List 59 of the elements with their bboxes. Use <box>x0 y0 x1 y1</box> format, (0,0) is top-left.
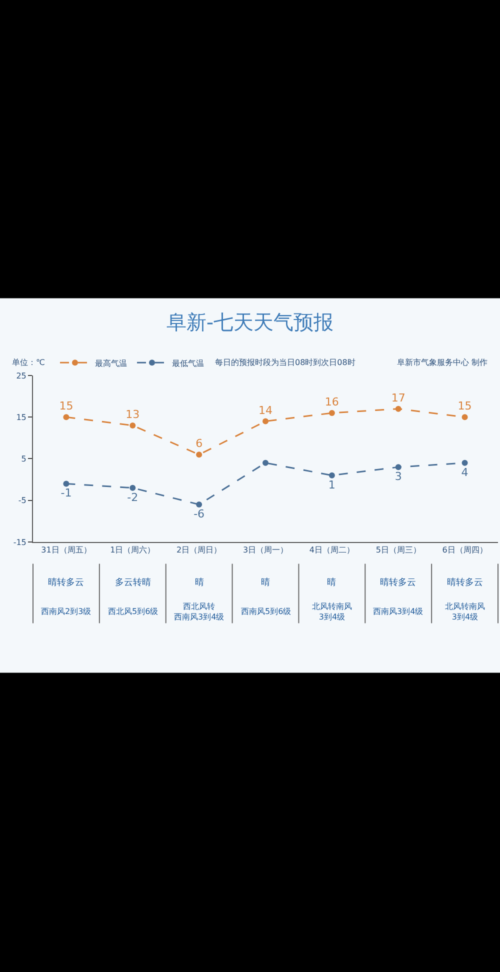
x-tick-label: 1日（周六） <box>110 546 156 555</box>
data-label: 4 <box>461 466 468 479</box>
data-label: 13 <box>126 408 140 421</box>
point <box>328 410 335 416</box>
text: 晴 <box>327 577 336 588</box>
text: 西北风转西南风3到4级 <box>174 602 224 622</box>
data-label: 15 <box>59 400 74 413</box>
point <box>328 472 335 478</box>
point <box>395 464 402 470</box>
legend-label: 最高气温 <box>95 358 127 368</box>
y-tick-label: 25 <box>16 371 26 380</box>
text: 阜新市气象服务中心 制作 <box>397 358 488 367</box>
text: 多云转晴 <box>115 577 151 588</box>
point <box>262 460 268 466</box>
point <box>130 422 136 428</box>
point <box>262 418 268 424</box>
point <box>63 414 70 420</box>
data-label: 1 <box>328 478 336 492</box>
y-tick-label: 15 <box>16 412 26 422</box>
data-label: 14 <box>258 404 272 417</box>
data-label: 15 <box>458 400 472 413</box>
x-tick-label: 3日（周一） <box>242 546 288 555</box>
text: 晴 <box>195 577 204 588</box>
legend-label: 最低气温 <box>172 358 204 368</box>
data-label: -2 <box>127 490 138 504</box>
data-label: 16 <box>324 395 339 408</box>
text: 北风转南风3到4级 <box>445 602 485 622</box>
text: 北风转南风3到4级 <box>312 602 352 622</box>
text: 西南风3到4级 <box>373 607 424 616</box>
point <box>395 406 402 412</box>
x-tick-label: 4日（周二） <box>309 546 354 555</box>
point <box>196 502 202 508</box>
text: 晴转多云 <box>380 577 416 588</box>
text: 西南风2到3级 <box>41 607 92 616</box>
text: 晴 <box>261 577 270 588</box>
y-tick-label: 5 <box>21 454 26 464</box>
x-tick-label: 31日（周五） <box>41 546 92 555</box>
text: 西北风5到6级 <box>108 607 158 616</box>
data-label: -1 <box>60 486 72 500</box>
data-label: 3 <box>394 470 402 484</box>
text: 晴转多云 <box>447 577 483 588</box>
y-tick-label: -15 <box>13 538 26 547</box>
x-tick-label: 2日（周日） <box>176 546 222 555</box>
text: 每日的预报时段为当日08时到次日08时 <box>215 358 356 367</box>
point <box>196 452 202 458</box>
chart-title: 阜新-七天天气预报 <box>166 310 334 334</box>
text: 晴转多云 <box>48 577 84 588</box>
y-tick-label: -5 <box>18 496 26 506</box>
point <box>462 414 468 420</box>
point <box>130 484 136 491</box>
point <box>63 480 70 487</box>
x-tick-label: 6日（周四） <box>442 546 488 555</box>
x-tick-label: 5日（周三） <box>376 546 421 555</box>
data-label: 17 <box>391 391 406 404</box>
text: 西南风5到6级 <box>241 607 292 616</box>
data-label: 6 <box>196 437 203 450</box>
y-axis-title: 单位：℃ <box>12 358 45 367</box>
point <box>462 460 468 466</box>
data-label: -6 <box>194 508 205 521</box>
